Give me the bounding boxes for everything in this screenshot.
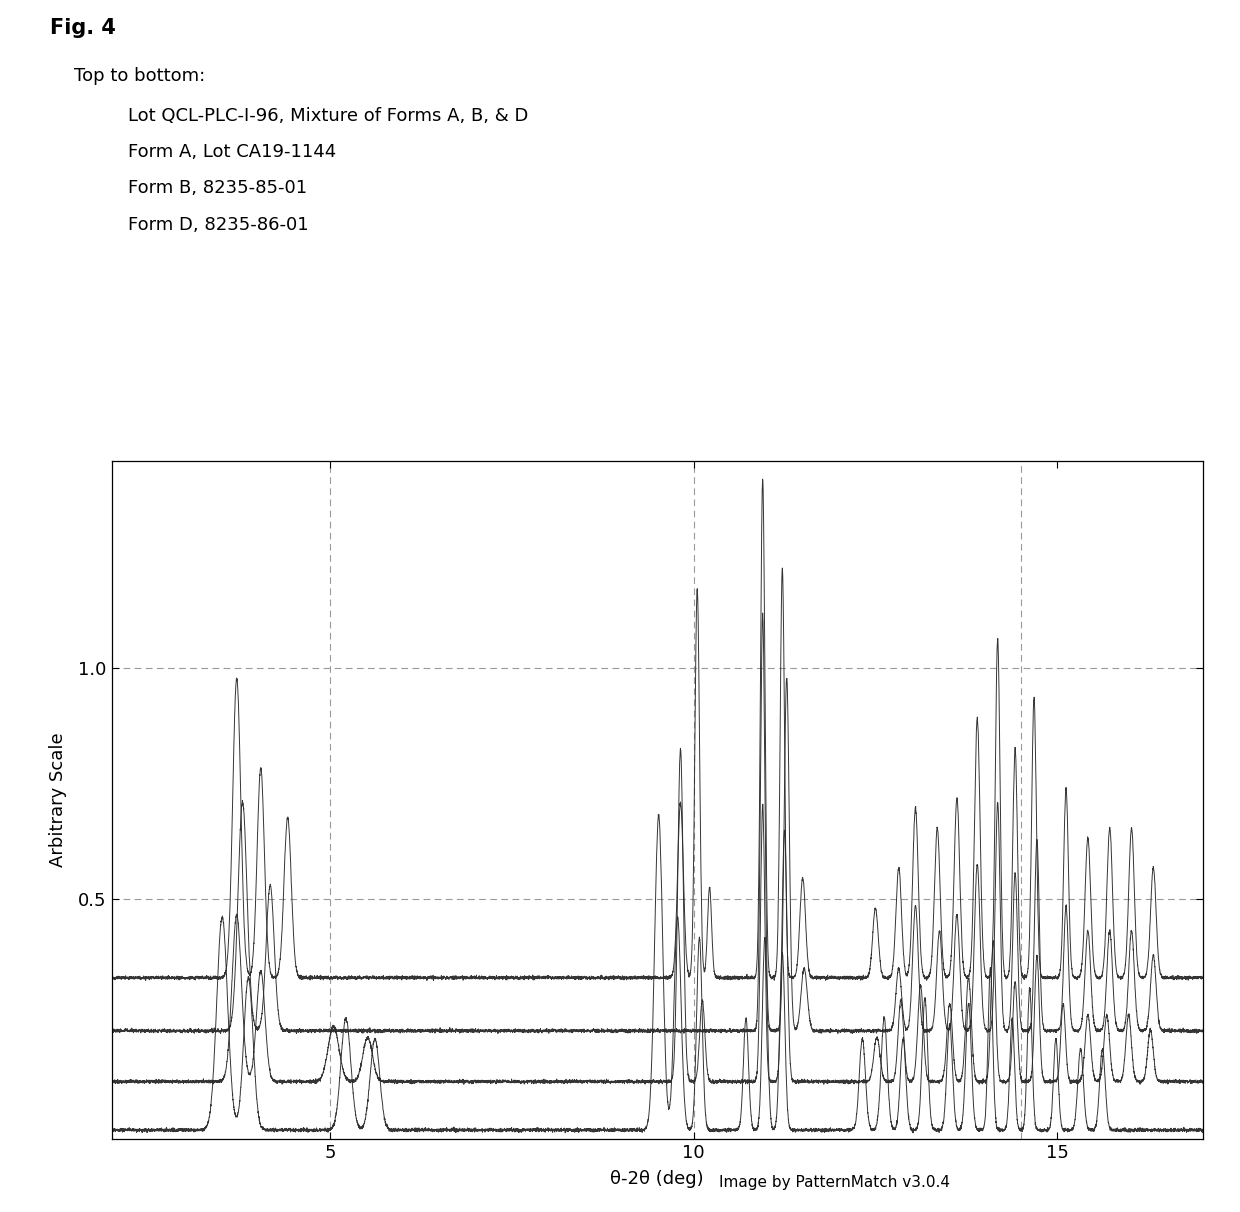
Text: Lot QCL-PLC-I-96, Mixture of Forms A, B, & D: Lot QCL-PLC-I-96, Mixture of Forms A, B,… [105, 107, 528, 125]
Y-axis label: Arbitrary Scale: Arbitrary Scale [50, 732, 67, 868]
Text: Form B, 8235-85-01: Form B, 8235-85-01 [105, 179, 308, 198]
Text: Form D, 8235-86-01: Form D, 8235-86-01 [105, 216, 309, 234]
Text: Top to bottom:: Top to bottom: [74, 67, 206, 85]
Text: Fig. 4: Fig. 4 [50, 18, 115, 39]
X-axis label: θ-2θ (deg): θ-2θ (deg) [610, 1171, 704, 1189]
Text: Image by PatternMatch v3.0.4: Image by PatternMatch v3.0.4 [719, 1176, 950, 1190]
Text: Form A, Lot CA19-1144: Form A, Lot CA19-1144 [105, 143, 336, 161]
